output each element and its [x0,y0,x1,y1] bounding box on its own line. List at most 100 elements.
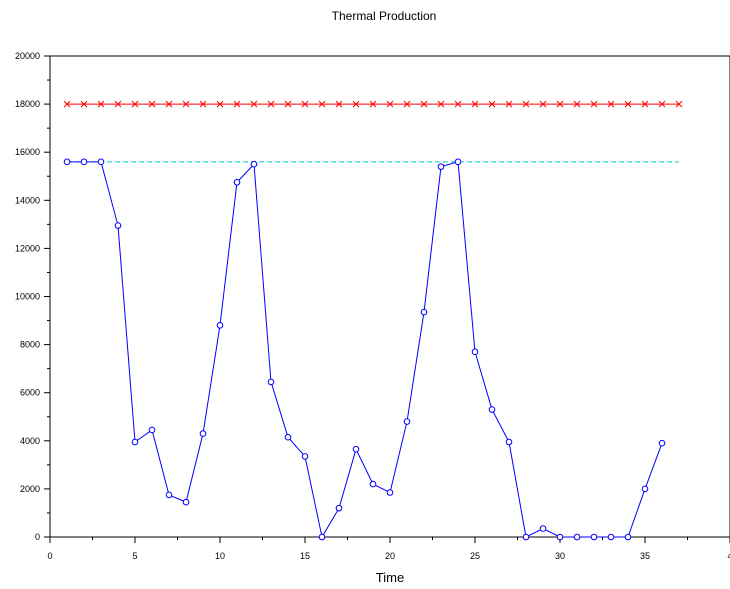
data-point [369,100,377,108]
data-point [624,533,632,541]
data-point [284,100,292,108]
data-point [471,348,479,356]
data-point [573,533,581,541]
data-point [131,100,139,108]
data-point [301,100,309,108]
data-point [590,100,598,108]
data-point [301,453,309,460]
y-tick-label: 0 [35,532,40,542]
y-tick-label: 14000 [15,195,40,205]
data-point [352,445,360,453]
data-point [403,418,411,425]
data-point [114,100,122,108]
data-point [216,100,224,108]
data-point [318,100,326,108]
data-point [199,100,207,108]
data-point [97,100,105,108]
data-point [420,308,428,316]
chart-title: Thermal Production [332,9,437,23]
data-point [80,100,88,108]
data-point [148,100,156,108]
data-point [658,100,666,108]
y-tick-label: 4000 [20,436,40,446]
data-point [420,100,428,108]
data-point [182,100,190,108]
series-line [67,161,663,539]
axes: 0510152025303540200040006000800010000120… [15,51,730,561]
data-point [216,322,224,329]
data-point [199,430,207,437]
data-point [267,100,275,108]
data-point [284,433,292,441]
y-tick-label: 8000 [20,340,40,350]
data-point [250,160,258,168]
data-point [369,480,377,488]
data-point [522,100,530,108]
y-tick-label: 2000 [20,484,40,494]
data-point [267,378,275,386]
y-tick-label: 18000 [15,99,40,109]
x-tick-label: 25 [470,551,480,561]
data-point [386,489,394,496]
data-point [539,525,547,532]
x-axis-label: Time [376,570,404,585]
data-point [131,438,139,446]
data-point [352,100,360,108]
data-point [182,498,190,506]
data-point [454,100,462,108]
data-point [250,100,258,108]
y-tick-label: 6000 [20,388,40,398]
data-point [97,158,105,166]
data-point [607,533,615,541]
data-point [318,533,326,541]
data-point [573,100,581,108]
plot-frame [49,55,730,538]
data-point [148,426,156,434]
x-tick-label: 0 [47,551,52,561]
data-point [641,100,649,108]
data-point [335,504,343,512]
data-point [590,533,598,541]
plot-series [63,100,683,541]
x-tick-label: 10 [215,551,225,561]
data-point [607,100,615,108]
data-point [437,163,445,170]
data-point [233,100,241,108]
data-point [675,100,683,108]
data-point [488,100,496,108]
x-tick-label: 4 [727,551,730,561]
y-tick-label: 12000 [15,243,40,253]
data-point [641,485,649,493]
x-tick-label: 15 [300,551,310,561]
x-tick-label: 30 [555,551,565,561]
data-point [539,100,547,108]
data-point [386,100,394,108]
y-tick-label: 20000 [15,51,40,61]
data-point [488,406,496,413]
data-point [556,100,564,108]
data-point [80,158,88,166]
y-tick-label: 10000 [15,292,40,302]
data-point [505,438,513,446]
data-point [454,158,462,166]
data-point [165,491,173,499]
data-point [63,100,71,108]
data-point [403,100,411,108]
data-point [522,533,530,541]
data-point [437,100,445,108]
data-point [335,100,343,108]
data-point [658,439,666,447]
x-tick-label: 35 [640,551,650,561]
data-point [63,158,71,166]
y-tick-label: 16000 [15,147,40,157]
series-3 [63,158,666,541]
data-point [471,100,479,108]
x-tick-label: 20 [385,551,395,561]
x-tick-label: 5 [132,551,137,561]
data-point [233,178,241,186]
data-point [556,533,564,541]
data-point [114,222,122,229]
data-point [624,100,632,108]
series-1 [63,100,683,108]
